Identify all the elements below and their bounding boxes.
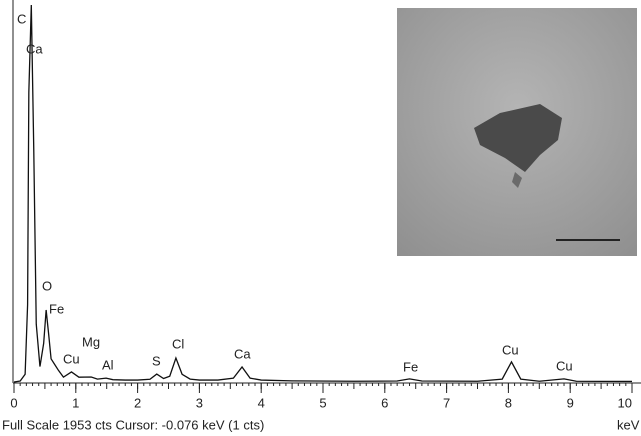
x-tick-label: 1 [72,395,79,410]
peak-label: Cu [556,358,573,373]
peak-label: Fe [49,301,64,316]
x-tick-label: 0 [10,395,17,410]
peak-label: Al [102,357,114,372]
x-axis-label: keV [617,417,640,432]
micrograph-inset [397,8,637,256]
peak-label: Mg [82,334,100,349]
peak-label: Ca [234,346,251,361]
x-tick-label: 3 [196,395,203,410]
x-tick-label: 8 [505,395,512,410]
status-text: Full Scale 1953 cts Cursor: -0.076 keV (… [2,417,264,432]
peak-label: S [152,353,161,368]
x-tick-label: 9 [567,395,574,410]
peak-label: Fe [403,359,418,374]
x-tick-label: 10 [618,395,632,410]
spectrum-line [13,4,633,383]
x-tick-label: 6 [381,395,388,410]
x-tick-label: 5 [319,395,326,410]
x-tick-label: 2 [134,395,141,410]
peak-label: Ca [26,41,43,56]
x-tick-label: 7 [443,395,450,410]
peak-label: Cl [172,336,184,351]
x-tick-label: 4 [258,395,265,410]
peak-label: C [17,11,26,26]
peak-label: O [42,278,52,293]
peak-label: Cu [63,351,80,366]
peak-label: Cu [502,342,519,357]
